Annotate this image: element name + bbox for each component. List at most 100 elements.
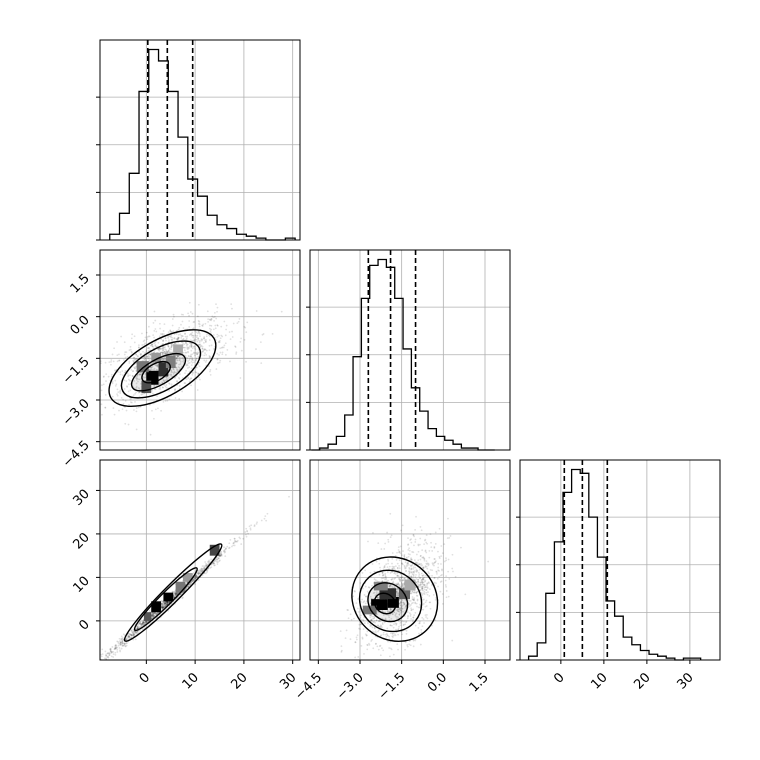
sample-point [198, 341, 201, 344]
sample-point [134, 631, 137, 633]
sample-point [197, 573, 200, 576]
sample-point [421, 583, 424, 586]
sample-point [162, 606, 165, 609]
sample-point [397, 583, 400, 585]
sample-point [174, 592, 177, 595]
sample-point [373, 626, 376, 629]
sample-point [401, 583, 404, 586]
sample-point [116, 360, 119, 363]
sample-point [245, 535, 248, 538]
sample-point [388, 619, 391, 622]
sample-point [410, 571, 413, 574]
sample-point [221, 335, 224, 338]
sample-point [194, 575, 197, 578]
sample-point [344, 637, 347, 640]
sample-point [422, 581, 425, 584]
sample-point [199, 570, 201, 573]
sample-point [376, 624, 379, 627]
sample-point [130, 634, 133, 636]
sample-point [135, 353, 138, 356]
sample-point [409, 644, 412, 647]
sample-point [193, 320, 196, 323]
sample-point [151, 612, 153, 614]
x-tick-label: 20 [631, 670, 653, 692]
sample-point [190, 343, 192, 346]
sample-point [84, 673, 86, 675]
sample-point [161, 606, 164, 609]
sample-point [147, 347, 150, 350]
sample-point [193, 338, 196, 341]
sample-point [233, 537, 236, 540]
sample-point [170, 383, 173, 386]
sample-point [383, 564, 386, 567]
sample-point [156, 369, 158, 372]
sample-point [363, 600, 366, 603]
sample-point [73, 400, 75, 402]
sample-point [109, 649, 112, 652]
sample-point [415, 581, 418, 584]
sample-point [409, 564, 412, 567]
x-tick-label: 0 [137, 670, 153, 686]
sample-point [381, 572, 384, 574]
sample-point [171, 318, 174, 320]
sample-point [396, 572, 399, 575]
sample-point [417, 563, 420, 566]
sample-point [166, 351, 169, 354]
sample-point [439, 574, 442, 577]
sample-point [167, 601, 169, 604]
sample-point [369, 614, 372, 617]
sample-point [398, 551, 401, 554]
sample-point [110, 360, 112, 363]
sample-point [198, 320, 201, 323]
sample-point [205, 349, 208, 352]
sample-point [433, 561, 436, 564]
sample-point [187, 350, 189, 353]
sample-point [219, 554, 222, 557]
sample-point [210, 318, 213, 321]
sample-point [191, 371, 194, 374]
sample-point [431, 569, 434, 572]
sample-point [151, 389, 153, 392]
sample-point [381, 647, 383, 650]
sample-point [190, 360, 193, 363]
sample-point [130, 368, 133, 371]
sample-point [399, 622, 402, 625]
sample-point [190, 384, 192, 387]
sample-point [180, 593, 182, 596]
sample-point [102, 375, 105, 378]
sample-point [407, 570, 410, 573]
sample-point [389, 608, 392, 611]
sample-point [191, 358, 194, 361]
sample-point [426, 563, 428, 566]
sample-point [385, 668, 387, 670]
sample-point [422, 566, 425, 569]
sample-point [178, 358, 181, 361]
sample-point [137, 378, 140, 381]
sample-point [199, 335, 201, 338]
sample-point [194, 351, 197, 354]
sample-point [135, 358, 138, 360]
sample-point [165, 601, 167, 604]
sample-point [177, 328, 180, 331]
sample-point [188, 342, 191, 345]
sample-point [133, 335, 136, 338]
sample-point [123, 379, 126, 382]
sample-point [239, 377, 242, 379]
sample-point [404, 570, 407, 573]
sample-point [403, 577, 406, 580]
sample-point [388, 585, 391, 588]
sample-point [213, 315, 216, 318]
sample-point [56, 696, 58, 698]
sample-point [135, 385, 138, 388]
sample-point [185, 369, 187, 372]
sample-point [420, 529, 423, 532]
sample-point [425, 562, 428, 565]
sample-point [372, 647, 375, 650]
sample-point [183, 382, 186, 384]
sample-point [221, 346, 224, 349]
sample-point [409, 600, 412, 602]
sample-point [163, 333, 165, 336]
sample-point [171, 344, 174, 347]
sample-point [448, 578, 451, 580]
